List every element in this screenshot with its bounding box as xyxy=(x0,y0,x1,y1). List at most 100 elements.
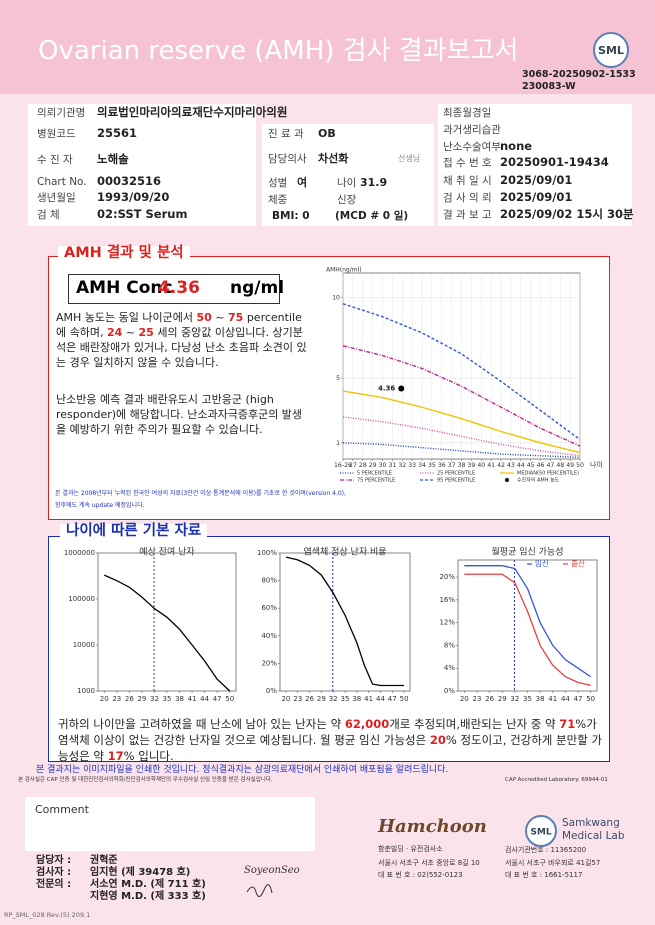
x-tick-label: 47 xyxy=(546,462,554,469)
x-tick-label: 39 xyxy=(467,462,475,469)
legend-label: 수진자의 AMH 농도 xyxy=(517,477,560,484)
lab-line: 대 표 번 호 : 1661-5117 xyxy=(505,871,583,879)
field-label: 생년월일 xyxy=(37,192,76,204)
y-tick-label: 4% xyxy=(444,664,455,672)
amh-analysis: AMH 농도는 동일 나이군에서 50 ~ 75 percentile에 속하며… xyxy=(56,310,311,370)
y-tick-label: 0% xyxy=(266,687,277,695)
x-tick-label: 34 xyxy=(418,462,426,469)
highlight: 20 xyxy=(429,733,446,747)
x-tick-label: 35 xyxy=(428,462,436,469)
x-tick-label: 16-26 xyxy=(334,462,352,469)
signature: SoyeonSeo xyxy=(244,865,300,876)
x-tick-label: 48 xyxy=(556,462,564,469)
field-value: 1993/09/20 xyxy=(97,190,170,204)
field-label: 과거생리습관 xyxy=(443,124,501,136)
legend-label: MEDIAN(50 PERCENTILE) xyxy=(517,471,579,477)
y-tick-label: 10000 xyxy=(73,641,95,649)
field-value: 00032516 xyxy=(97,174,162,188)
logo: SML xyxy=(593,32,629,68)
x-tick-label: 31 xyxy=(388,462,396,469)
staff-role: 담당자 : xyxy=(36,855,72,866)
x-tick-label: 26 xyxy=(485,695,494,703)
series-line xyxy=(104,574,231,692)
field-value: 2025/09/01 xyxy=(500,190,573,204)
report-title: Ovarian reserve (AMH) 검사 결과보고서 xyxy=(38,36,519,66)
y-tick-label: 100000 xyxy=(68,595,95,603)
y-tick-label: 20% xyxy=(439,573,455,581)
x-tick-label: 23 xyxy=(293,695,302,703)
x-tick-label: 20 xyxy=(100,695,109,703)
field-value: 31.9 xyxy=(360,176,388,189)
text: % 정도이고, 건강하게 분만할 가능성은 약 xyxy=(58,733,603,763)
header-band xyxy=(0,0,655,94)
field-value: BMI: 0 xyxy=(272,210,310,222)
lab-name: Medical Lab xyxy=(562,830,625,842)
x-tick-label: 47 xyxy=(388,695,397,703)
conc-box xyxy=(68,274,280,304)
text: percentile에 속하며, xyxy=(56,311,302,339)
normal-ratio-chart: 0% 20% 40% 60% 80% 100% 20 23 26 29 32 35 38 41 44 47 50… xyxy=(257,547,411,703)
x-tick-label: 29 xyxy=(498,695,507,703)
plot-frame xyxy=(457,559,598,692)
x-tick-label: 29 xyxy=(317,695,326,703)
x-tick-label: 35 xyxy=(341,695,350,703)
x-tick-label: 29 xyxy=(137,695,146,703)
staff-name: 지현영 M.D. (제 333 호) xyxy=(90,891,206,902)
x-tick-label: 41 xyxy=(548,695,557,703)
series-line xyxy=(285,556,405,687)
x-tick-label: 23 xyxy=(472,695,481,703)
y-tick-label: 0% xyxy=(444,687,455,695)
text: 개로 추정되며,배란되는 난자 중 약 xyxy=(389,717,560,731)
y-axis-label: AMH(ng/ml) xyxy=(326,267,362,274)
field-label: 나이 xyxy=(337,177,357,189)
text: ~ xyxy=(122,326,139,339)
field-label: 접 수 번 호 xyxy=(443,157,492,169)
x-tick-label: 32 xyxy=(510,695,519,703)
chart-title: 예상 잔여 난자 xyxy=(139,546,195,558)
legend-label: 출산 xyxy=(571,558,585,568)
x-tick-label: 49 xyxy=(566,462,574,469)
chart-title: 월평균 임신 가능성 xyxy=(492,546,564,558)
x-tick-label: 32 xyxy=(398,462,406,469)
staff-role: 검사자 : xyxy=(36,867,72,878)
info-panel xyxy=(28,104,256,226)
lab-line: 서울시 서초구 바우뫼로 41길57 xyxy=(505,859,601,867)
x-tick-label: 30 xyxy=(379,462,387,469)
x-axis-label: 나이 xyxy=(590,460,603,469)
chart-title: 염색체 정상 난자 비율 xyxy=(303,547,386,558)
x-tick-label: 50 xyxy=(586,695,595,703)
partner-line: 함춘빌딩 · 유전검사소 xyxy=(378,845,443,853)
y-tick-label: 1 xyxy=(336,440,340,447)
field-label: 체중 xyxy=(268,194,288,206)
section-title: AMH 결과 및 분석 xyxy=(58,246,190,261)
x-tick-label: 47 xyxy=(574,695,583,703)
x-tick-label: 41 xyxy=(487,462,495,469)
field-label: 신장 xyxy=(337,194,357,206)
field-label: 의뢰기관명 xyxy=(37,107,86,119)
info-panel xyxy=(262,124,434,226)
x-tick-label: 41 xyxy=(188,695,197,703)
signature-scribble xyxy=(246,884,273,897)
series-line xyxy=(342,345,581,447)
y-tick-label: 40% xyxy=(261,632,277,640)
x-tick-label: 38 xyxy=(458,462,466,469)
x-tick-label: 32 xyxy=(329,695,338,703)
field-label: 수 진 자 xyxy=(37,154,73,166)
plot-frame xyxy=(97,552,237,692)
summary: 귀하의 나이만을 고려하였을 때 난소에 남아 있는 난자는 약 62,000개… xyxy=(58,716,603,764)
partner-line: 대 표 번 호 : 02)552-0123 xyxy=(378,871,463,879)
logo-text: SML xyxy=(530,828,551,838)
scribble xyxy=(246,884,273,897)
x-tick-label: 44 xyxy=(200,695,209,703)
x-tick-label: 44 xyxy=(517,462,525,469)
x-tick-label: 20 xyxy=(460,695,469,703)
field-value: none xyxy=(500,139,533,153)
cap-note: 본 검사실은 CAP 인증 및 대한진단검사의학회/진단검사의학재단의 우수검사… xyxy=(18,777,273,783)
x-tick-label: 20 xyxy=(281,695,290,703)
x-tick-label: 50 xyxy=(225,695,234,703)
y-tick-label: 5 xyxy=(336,375,340,382)
text: 귀하의 나이만을 고려하였을 때 난소에 남아 있는 난자는 약 xyxy=(58,717,345,731)
field-value: 2025/09/01 xyxy=(500,173,573,187)
y-tick-label: 16% xyxy=(439,596,455,604)
